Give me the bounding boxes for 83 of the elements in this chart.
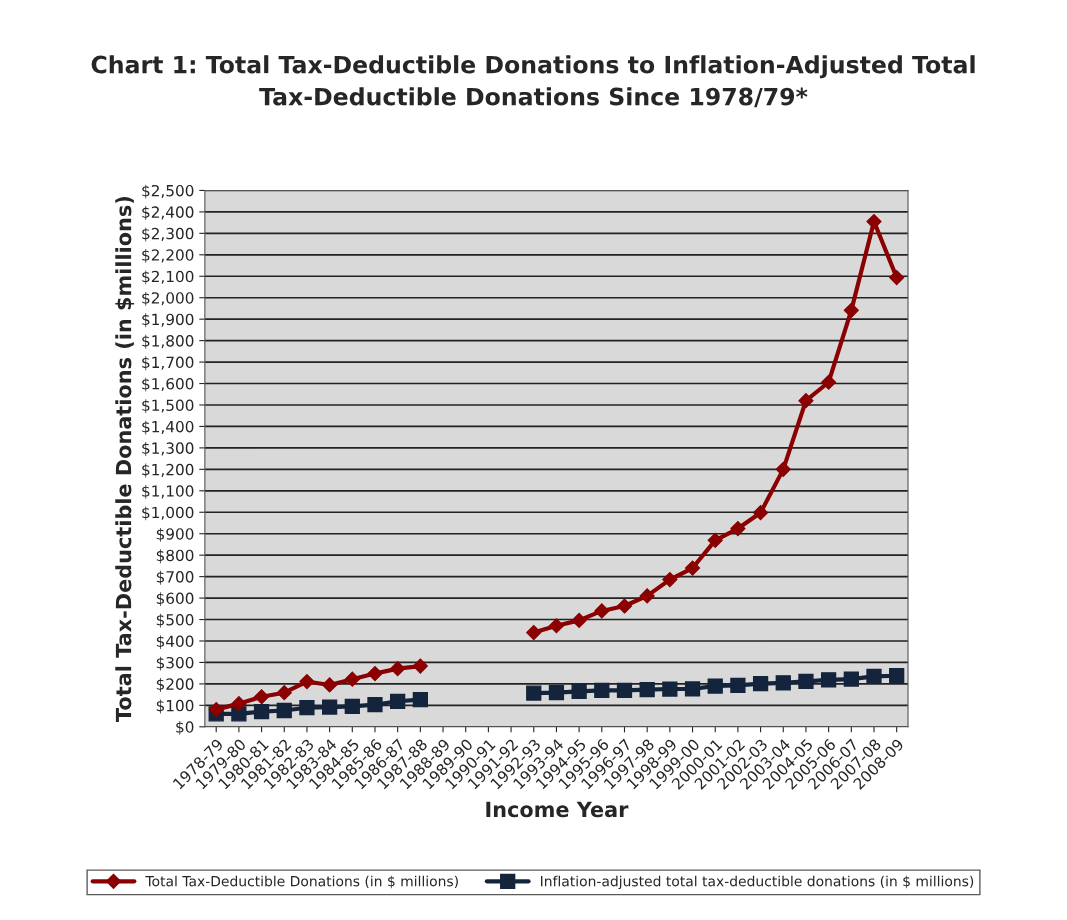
point xyxy=(344,698,360,715)
x-axis-title: Income Year xyxy=(486,801,629,818)
y-tick-label: $800 xyxy=(156,549,194,564)
y-tick-label: $2,200 xyxy=(142,249,194,263)
point xyxy=(548,618,565,634)
point xyxy=(866,213,882,230)
y-tick-label: $1,700 xyxy=(142,356,194,371)
y-tick-label: $1,500 xyxy=(142,399,194,414)
y-tick-label: $1,200 xyxy=(142,463,194,478)
point xyxy=(707,678,723,694)
point xyxy=(616,682,633,698)
point xyxy=(616,598,633,614)
point xyxy=(412,691,428,708)
y-tick-label: $1,300 xyxy=(142,442,194,456)
point xyxy=(548,685,565,701)
point xyxy=(707,532,723,548)
point xyxy=(662,681,678,697)
y-tick-label: $300 xyxy=(156,656,194,671)
point xyxy=(253,689,270,705)
point xyxy=(231,696,247,712)
point xyxy=(390,693,406,709)
point xyxy=(821,374,837,390)
point xyxy=(367,666,383,682)
y-tick-label: $900 xyxy=(156,527,194,542)
point xyxy=(639,588,655,604)
chart-title: Chart 1: Total Tax-Deductible Donations to Inflation-Adjusted Total Tax-Deductible Donations Since 1978/79* xyxy=(91,55,975,108)
point xyxy=(730,520,746,537)
point xyxy=(662,572,678,588)
y-tick-label: $2,500 xyxy=(142,184,194,199)
point xyxy=(208,702,224,718)
y-tick-label: $100 xyxy=(156,699,194,714)
y-tick-label: $200 xyxy=(156,678,194,692)
y-tick-label: $2,300 xyxy=(142,227,194,242)
point xyxy=(299,673,315,690)
y-tick-label: $1,000 xyxy=(142,506,194,521)
y-tick-label: $1,900 xyxy=(142,313,194,328)
point xyxy=(889,269,905,286)
point xyxy=(752,676,769,692)
point xyxy=(412,658,428,674)
point xyxy=(639,682,655,698)
point xyxy=(276,685,292,701)
point xyxy=(798,393,814,409)
point xyxy=(390,661,406,677)
legend-label: Inflation-adjusted total tax-deductible donations (in $ millions) xyxy=(541,875,974,890)
point xyxy=(526,625,542,641)
legend-label: Total Tax-Deductible Donations (in $ millions) xyxy=(145,875,458,889)
point xyxy=(321,699,338,715)
y-tick-label: $2,000 xyxy=(142,291,194,306)
y-tick-label: $1,800 xyxy=(142,334,194,349)
point xyxy=(367,697,383,713)
point xyxy=(684,560,701,576)
y-tick-label: $1,400 xyxy=(142,420,194,435)
y-tick-label: $1,600 xyxy=(142,377,194,392)
point xyxy=(253,703,270,720)
y-tick-label: $400 xyxy=(156,635,194,650)
point xyxy=(843,302,859,318)
point xyxy=(571,683,587,700)
point xyxy=(276,702,292,719)
y-tick-label: $700 xyxy=(156,570,194,585)
point xyxy=(889,668,905,684)
y-tick-label: $0 xyxy=(176,721,194,735)
point xyxy=(775,675,791,691)
y-tick-label: $500 xyxy=(156,613,194,628)
point xyxy=(594,603,610,619)
point xyxy=(753,505,769,521)
y-tick-label: $600 xyxy=(156,592,194,607)
y-tick-label: $2,400 xyxy=(142,206,194,220)
point xyxy=(775,461,791,477)
y-tick-label: $1,100 xyxy=(142,485,194,499)
point xyxy=(843,671,859,687)
y-tick-label: $2,100 xyxy=(142,270,194,285)
point xyxy=(866,668,882,685)
point xyxy=(730,677,746,694)
point xyxy=(820,672,837,688)
point xyxy=(526,685,542,701)
point xyxy=(322,677,338,693)
point xyxy=(594,682,610,698)
point xyxy=(571,612,587,628)
point xyxy=(299,700,315,716)
point xyxy=(684,681,701,697)
point xyxy=(798,673,814,689)
point xyxy=(344,671,360,687)
y-axis-title: Total Tax-Deductible Donations (in $millions) xyxy=(115,196,135,722)
